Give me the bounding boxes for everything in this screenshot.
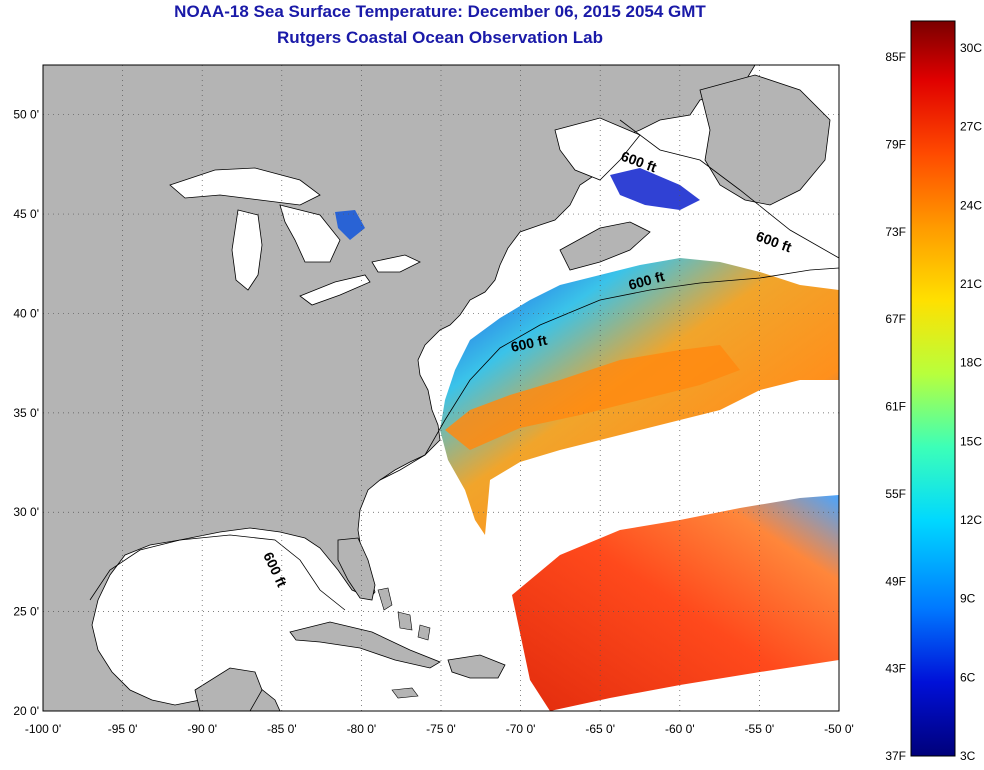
y-tick-label: 30 0' — [13, 505, 39, 519]
lake-erie — [299, 274, 371, 306]
y-tick-label: 40 0' — [13, 306, 39, 320]
colorbar-f-label: 85F — [885, 50, 906, 64]
sst-gulf-stream — [445, 345, 740, 450]
colorbar-f-label: 43F — [885, 662, 906, 676]
land-hispaniola — [447, 654, 506, 679]
x-tick-label: -60 0' — [665, 722, 695, 736]
x-tick-label: -70 0' — [506, 722, 536, 736]
colorbar-c-label: 27C — [960, 120, 982, 134]
colorbar — [910, 20, 956, 757]
colorbar-c-label: 24C — [960, 198, 982, 212]
x-tick-label: -50 0' — [824, 722, 854, 736]
colorbar-f-label: 79F — [885, 137, 906, 151]
x-tick-label: -90 0' — [187, 722, 217, 736]
colorbar-c-label: 30C — [960, 41, 982, 55]
land-newfoundland — [699, 74, 831, 206]
colorbar-f-label: 37F — [885, 749, 906, 763]
sst-swath-south — [512, 495, 839, 711]
x-tick-label: -65 0' — [585, 722, 615, 736]
land-yucatan — [194, 667, 263, 711]
colorbar-f-label: 55F — [885, 487, 906, 501]
lake-michigan — [231, 209, 263, 291]
y-axis: 50 0' 45 0' 40 0' 35 0' 30 0' 25 0' 20 0' — [13, 108, 39, 718]
contour-label: 600 ft — [509, 332, 548, 355]
colorbar-f-label: 73F — [885, 225, 906, 239]
y-tick-label: 35 0' — [13, 406, 39, 420]
y-tick-label: 20 0' — [13, 704, 39, 718]
y-tick-label: 50 0' — [13, 108, 39, 122]
colorbar-c-label: 15C — [960, 434, 982, 448]
colorbar-f-label: 67F — [885, 312, 906, 326]
sst-cold-north — [610, 168, 700, 210]
colorbar-c-label: 18C — [960, 356, 982, 370]
colorbar-c-label: 21C — [960, 277, 982, 291]
x-axis: -100 0' -95 0' -90 0' -85 0' -80 0' -75 0' -70… — [25, 722, 854, 736]
gulf-st-lawrence — [554, 117, 641, 181]
map-subtitle: Rutgers Coastal Ocean Observation Lab — [277, 28, 603, 47]
isobath-600ft — [89, 119, 839, 611]
map-frame — [42, 64, 840, 712]
land-cuba — [289, 621, 441, 669]
lake-superior — [169, 167, 321, 206]
colorbar-c-label: 3C — [960, 749, 976, 763]
colorbar-c-label: 9C — [960, 592, 976, 606]
x-tick-label: -95 0' — [108, 722, 138, 736]
colorbar-c-label: 12C — [960, 513, 982, 527]
colorbar-c-labels: 30C 27C 24C 21C 18C 15C 12C 9C 6C 3C — [960, 41, 982, 763]
x-tick-label: -100 0' — [25, 722, 61, 736]
x-tick-label: -55 0' — [745, 722, 775, 736]
colorbar-f-label: 49F — [885, 574, 906, 588]
x-tick-label: -75 0' — [426, 722, 456, 736]
map-title: NOAA-18 Sea Surface Temperature: Decembe… — [174, 2, 706, 21]
colorbar-c-label: 6C — [960, 670, 976, 684]
lake-huron — [279, 204, 341, 263]
y-tick-label: 45 0' — [13, 207, 39, 221]
colorbar-f-labels: 85F 79F 73F 67F 61F 55F 49F 43F 37F — [885, 50, 906, 763]
sst-cold-lake — [335, 210, 365, 240]
colorbar-f-label: 61F — [885, 400, 906, 414]
lake-ontario — [371, 254, 421, 273]
x-tick-label: -80 0' — [347, 722, 377, 736]
land-bahamas — [377, 587, 431, 641]
y-tick-label: 25 0' — [13, 605, 39, 619]
land-jamaica — [391, 687, 419, 699]
x-tick-label: -85 0' — [267, 722, 297, 736]
land-nova-scotia — [559, 221, 651, 271]
